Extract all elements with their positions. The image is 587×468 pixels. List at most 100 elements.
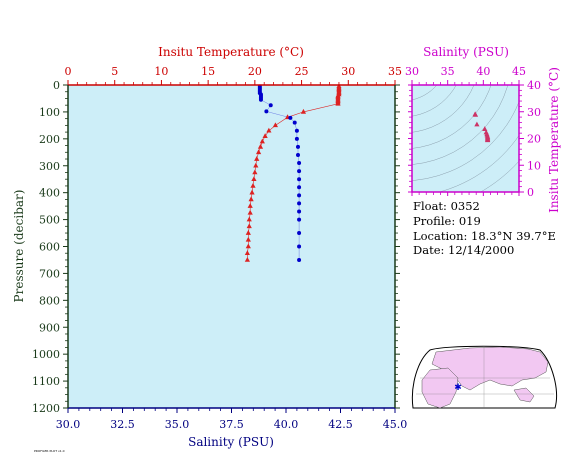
temperature-point <box>335 100 341 106</box>
temperature-point <box>251 176 257 182</box>
salinity-tick-label: 42.5 <box>328 418 353 431</box>
ts-series <box>472 111 491 143</box>
pressure-tick-label: 1200 <box>32 402 60 415</box>
salinity-point <box>297 257 302 262</box>
left-axis-title: Pressure (decibar) <box>12 190 26 303</box>
pressure-tick-label: 900 <box>39 321 60 334</box>
map-location-marker: ✱ <box>454 383 462 393</box>
ts-salinity-tick-label: 35 <box>441 65 455 78</box>
temperature-point <box>244 250 250 256</box>
temperature-point <box>245 243 251 249</box>
ts-point <box>482 126 488 131</box>
location-map: ✱ <box>411 345 558 409</box>
salinity-point <box>294 136 299 141</box>
temperature-tick-label: 5 <box>111 65 118 78</box>
temperature-point <box>245 236 251 242</box>
ts-point <box>474 121 480 127</box>
temperature-tick-label: 20 <box>248 65 262 78</box>
salinity-point <box>294 128 299 133</box>
salinity-point <box>264 109 269 114</box>
temperature-point <box>300 108 307 114</box>
date-label: Date: 12/14/2000 <box>413 243 515 257</box>
ts-temperature-tick-label: 30 <box>527 106 541 119</box>
salinity-point <box>297 185 302 190</box>
salinity-tick-label: 35.0 <box>165 418 190 431</box>
temperature-tick-label: 10 <box>154 65 168 78</box>
temperature-point <box>254 156 260 161</box>
ts-temperature-tick-label: 10 <box>527 159 541 172</box>
bottom-axis-title: Salinity (PSU) <box>188 435 274 449</box>
salinity-tick-label: 30.0 <box>56 418 81 431</box>
salinity-tick-label: 45.0 <box>383 418 408 431</box>
temperature-tick-label: 30 <box>341 65 355 78</box>
location-label: Location: 18.3°N 39.7°E <box>413 229 556 243</box>
ts-temperature-tick-label: 0 <box>527 186 534 199</box>
map-land-se-asia <box>513 387 535 403</box>
temperature-point <box>246 216 252 222</box>
ts-temperature-tick-label: 40 <box>527 79 541 92</box>
salinity-tick-label: 32.5 <box>110 418 135 431</box>
salinity-point <box>297 209 302 214</box>
pressure-tick-label: 100 <box>39 106 60 119</box>
salinity-tick-label: 37.5 <box>219 418 244 431</box>
temperature-point <box>262 133 268 138</box>
salinity-point <box>295 144 300 149</box>
pressure-tick-label: 0 <box>53 79 60 92</box>
temperature-point <box>245 230 251 235</box>
profile-axes: 0100200300400500600700800900100011001200… <box>32 65 407 431</box>
ts-point <box>485 137 491 143</box>
salinity-tick-label: 40.0 <box>274 418 299 431</box>
salinity-point <box>258 97 263 102</box>
ts-plot-area <box>412 85 519 192</box>
temperature-tick-label: 15 <box>201 65 215 78</box>
pressure-tick-label: 200 <box>39 133 60 146</box>
temperature-point <box>272 122 279 128</box>
ts-temperature-tick-label: 20 <box>527 133 541 146</box>
temperature-point <box>246 223 252 229</box>
salinity-point <box>297 217 302 222</box>
ts-salinity-tick-label: 45 <box>512 65 526 78</box>
footer-tiny-text: PROFILER PLOT v1.0 <box>34 449 65 453</box>
temperature-tick-label: 35 <box>388 65 402 78</box>
pressure-tick-label: 400 <box>39 187 60 200</box>
pressure-tick-label: 1100 <box>32 375 60 388</box>
float-label: Float: 0352 <box>413 199 480 213</box>
temperature-tick-label: 0 <box>65 65 72 78</box>
ts-salinity-tick-label: 30 <box>405 65 419 78</box>
temperature-point <box>247 209 253 215</box>
temperature-point <box>253 162 259 168</box>
ts-salinity-tick-label: 40 <box>476 65 490 78</box>
pressure-tick-label: 700 <box>39 267 60 280</box>
temperature-point <box>250 182 256 188</box>
top-axis-title: Insitu Temperature (°C) <box>158 45 304 59</box>
profile-panel: 0100200300400500600700800900100011001200… <box>12 45 407 449</box>
salinity-point <box>297 231 302 236</box>
ts-top-axis-title: Salinity (PSU) <box>423 45 509 59</box>
salinity-point <box>297 177 302 182</box>
pressure-tick-label: 800 <box>39 294 60 307</box>
salinity-point <box>297 244 302 249</box>
pressure-tick-label: 600 <box>39 241 60 254</box>
salinity-point <box>288 115 293 120</box>
salinity-point <box>297 201 302 206</box>
temperature-point <box>257 143 264 149</box>
temperature-point <box>249 189 255 195</box>
profile-label: Profile: 019 <box>413 214 481 228</box>
salinity-point <box>297 161 302 166</box>
temperature-point <box>266 127 272 133</box>
temperature-point <box>248 196 254 202</box>
profile-plot-area <box>68 85 395 408</box>
pressure-tick-label: 300 <box>39 160 60 173</box>
salinity-point <box>297 193 302 198</box>
temperature-point <box>255 149 262 155</box>
map-graticule <box>416 346 554 408</box>
salinity-point <box>297 169 302 174</box>
pressure-tick-label: 500 <box>39 214 60 227</box>
ts-right-axis-title: Insitu Temperature (°C) <box>547 67 561 213</box>
salinity-point <box>292 120 297 125</box>
temperature-point <box>247 203 253 208</box>
ts-point <box>472 111 479 117</box>
salinity-point <box>295 152 300 157</box>
